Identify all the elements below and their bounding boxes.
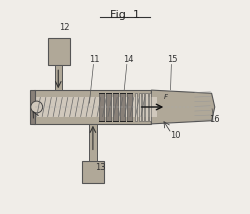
Polygon shape bbox=[89, 124, 97, 161]
Bar bbox=[120, 93, 125, 121]
Text: 11: 11 bbox=[89, 55, 100, 64]
Text: F: F bbox=[164, 94, 168, 100]
Bar bbox=[30, 90, 35, 124]
Text: 10: 10 bbox=[170, 131, 181, 140]
Bar bbox=[106, 93, 111, 121]
Bar bbox=[149, 93, 151, 121]
Bar bbox=[98, 93, 104, 121]
Polygon shape bbox=[55, 65, 62, 90]
Bar bbox=[135, 93, 138, 121]
Bar bbox=[127, 93, 132, 121]
Polygon shape bbox=[152, 90, 215, 124]
Bar bbox=[138, 93, 141, 121]
Bar bbox=[35, 98, 157, 116]
Bar bbox=[34, 90, 152, 124]
Text: 16: 16 bbox=[210, 115, 220, 124]
Text: 12: 12 bbox=[60, 23, 70, 32]
Text: Fig. 1: Fig. 1 bbox=[110, 10, 140, 20]
Bar bbox=[142, 93, 144, 121]
Bar bbox=[48, 38, 70, 65]
Circle shape bbox=[31, 101, 42, 113]
Text: 14: 14 bbox=[123, 55, 134, 64]
Bar bbox=[113, 93, 118, 121]
Bar bbox=[145, 93, 148, 121]
Text: 15: 15 bbox=[167, 55, 178, 64]
Text: 13: 13 bbox=[96, 163, 106, 172]
Bar bbox=[82, 161, 104, 183]
